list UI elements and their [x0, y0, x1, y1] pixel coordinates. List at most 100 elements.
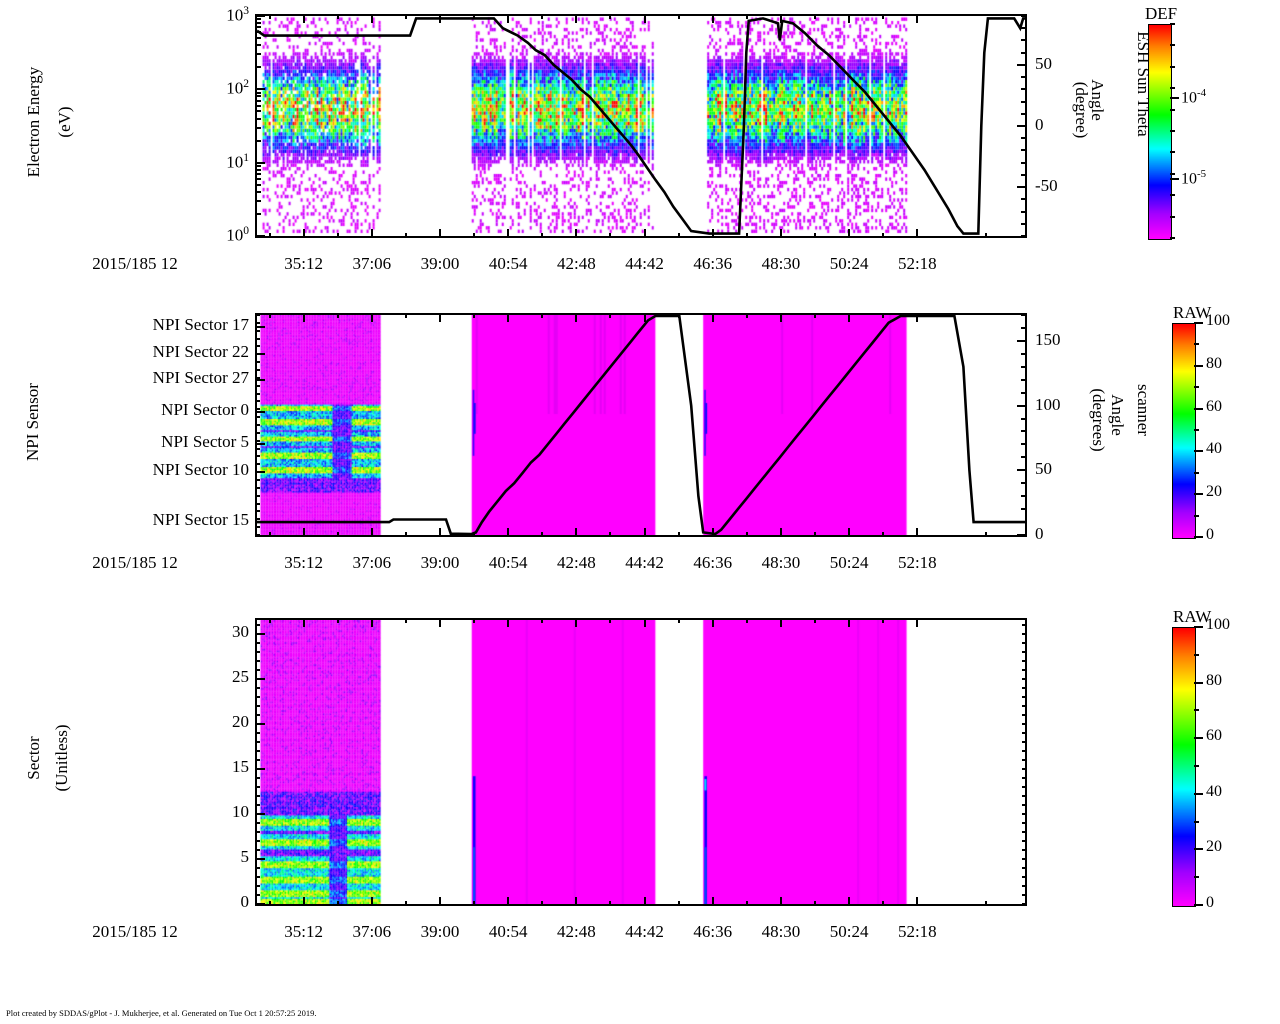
colorbar2-title: RAW — [1173, 303, 1212, 322]
x-axis-date-prefix: 2015/185 12 — [92, 254, 178, 273]
panel1-plot-area — [255, 14, 1027, 238]
panel3-y-tick-label: 10 — [232, 801, 249, 821]
panel2-y-tick-label: NPI Sector 5 — [161, 431, 249, 451]
x-axis-tick-label: 46:36 — [693, 553, 733, 572]
x-axis-tick-label: 50:24 — [829, 553, 869, 572]
panel3-plot-area — [255, 618, 1027, 906]
colorbar2-tick-label: 80 — [1206, 354, 1222, 372]
colorbar2-tick-label: 40 — [1206, 440, 1222, 458]
panel1-y-label: Electron Energy — [24, 66, 43, 178]
x-axis-tick-label: 52:18 — [897, 922, 937, 941]
panel2-y-tick-label: NPI Sector 22 — [152, 341, 249, 361]
panel2-right-tick-label: 0 — [1035, 524, 1044, 543]
x-axis-tick-label: 46:36 — [693, 254, 733, 273]
panel1-y-axis-units: (eV) — [55, 52, 75, 192]
x-axis-tick-label: 52:18 — [897, 553, 937, 572]
x-axis-tick-label: 40:54 — [488, 922, 528, 941]
panel3-y-units-label: (Unitless) — [52, 724, 71, 792]
x-axis-tick-label: 37:06 — [352, 254, 392, 273]
x-axis-tick-label: 35:12 — [284, 922, 323, 941]
panel2-y-tick-label: NPI Sector 17 — [152, 315, 249, 335]
panel1-y-tick-label: 100 — [226, 224, 249, 245]
x-axis-tick-label: 52:18 — [897, 254, 937, 273]
x-axis-tick-label: 44:42 — [625, 553, 664, 572]
colorbar3-tick-label: 20 — [1206, 838, 1222, 856]
panel2-right-ylabel: Angle — [1108, 394, 1127, 436]
panel2-y-tick-label: NPI Sector 0 — [161, 399, 249, 419]
x-axis-tick-label: 42:48 — [557, 922, 596, 941]
colorbar2-tick-label: 20 — [1206, 483, 1222, 501]
panel2-right-tick-label: 150 — [1035, 329, 1061, 349]
panel2-right-title-label: scanner — [1134, 384, 1153, 436]
colorbar3-tick-label: 60 — [1206, 727, 1222, 745]
colorbar1-tick-label: 10-5 — [1181, 168, 1207, 188]
panel3-y-tick-label: 0 — [240, 892, 250, 911]
x-axis-tick-label: 50:24 — [829, 922, 869, 941]
panel1-right-axis-units: (degree) — [1071, 55, 1091, 165]
x-axis-tick-label: 37:06 — [352, 922, 392, 941]
colorbar2-tick-label: 0 — [1206, 526, 1214, 543]
panel3-y-tick-label: 5 — [240, 846, 250, 866]
colorbar1-tick-label: 10-4 — [1181, 86, 1207, 107]
panel2-right-tick-label: 100 — [1035, 394, 1061, 414]
panel3-y-axis-units: (Unitless) — [52, 688, 72, 828]
x-axis-date-prefix: 2015/185 12 — [92, 922, 178, 941]
colorbar3-tick-label: 80 — [1206, 671, 1222, 689]
x-axis-tick-label: 39:00 — [420, 553, 460, 572]
panel1-y-tick-label: 101 — [226, 150, 249, 172]
x-axis-tick-label: 44:42 — [625, 254, 664, 273]
x-axis-tick-label: 46:36 — [693, 922, 733, 941]
colorbar3-gradient — [1172, 627, 1196, 907]
panel2-right-tick-label: 50 — [1035, 459, 1052, 479]
panel1-y-units-label: (eV) — [55, 106, 74, 138]
figure-footer: Plot created by SDDAS/gPlot - J. Mukherj… — [6, 1008, 317, 1018]
panel3-y-tick-label: 30 — [232, 621, 249, 641]
panel1-right-tick-label: 0 — [1035, 115, 1044, 134]
x-axis-tick-label: 50:24 — [829, 254, 869, 273]
colorbar3-title: RAW — [1173, 607, 1212, 626]
panel2-y-tick-label: NPI Sector 15 — [152, 509, 249, 529]
panel2-right-axis-title: Angle — [1107, 355, 1127, 475]
x-axis-tick-label: 39:00 — [420, 254, 460, 273]
panel2-right-title: scanner — [1133, 350, 1153, 470]
panel3-y-tick-label: 25 — [232, 666, 249, 686]
x-axis-date-prefix: 2015/185 12 — [92, 553, 178, 572]
panel2-right-yunits: (degrees) — [1089, 388, 1108, 452]
panel3-y-axis-title: Sector — [24, 688, 44, 828]
x-axis-tick-label: 39:00 — [420, 922, 460, 941]
panel1-y-axis-title: Electron Energy — [24, 52, 44, 192]
panel1-spectrogram — [257, 16, 1025, 236]
x-axis-tick-label: 44:42 — [625, 922, 664, 941]
x-axis-tick-label: 35:12 — [284, 254, 323, 273]
x-axis-tick-label: 42:48 — [557, 254, 596, 273]
x-axis-tick-label: 40:54 — [488, 254, 528, 273]
panel2-plot-area — [255, 313, 1027, 537]
x-axis-tick-label: 42:48 — [557, 553, 596, 572]
x-axis-tick-label: 48:30 — [761, 553, 801, 572]
colorbar2-gradient — [1172, 323, 1196, 539]
panel2-right-axis-units: (degrees) — [1088, 360, 1108, 480]
panel3-spectrogram — [257, 620, 1025, 904]
colorbar1-gradient — [1148, 24, 1172, 240]
panel2-overlay-line — [257, 315, 1025, 535]
panel2-y-tick-label: NPI Sector 27 — [152, 367, 249, 387]
panel3-y-label: Sector — [24, 736, 43, 780]
panel2-y-label: NPI Sensor — [23, 383, 42, 461]
panel1-overlay-line — [257, 17, 1025, 235]
panel1-right-yunits: (degree) — [1072, 81, 1091, 139]
panel3-y-tick-label: 20 — [232, 711, 249, 731]
panel2-y-axis-title: NPI Sensor — [23, 352, 43, 492]
panel1-right-tick-label: -50 — [1035, 176, 1058, 196]
x-axis-tick-label: 48:30 — [761, 254, 801, 273]
colorbar1-title: DEF — [1145, 4, 1178, 23]
panel1-y-tick-label: 103 — [226, 4, 249, 25]
x-axis-tick-label: 40:54 — [488, 553, 528, 572]
panel1-y-tick-label: 102 — [226, 77, 249, 98]
colorbar3-tick-label: 40 — [1206, 782, 1222, 800]
x-axis-tick-label: 35:12 — [284, 553, 323, 572]
panel3-y-tick-label: 15 — [232, 756, 249, 776]
panel2-spectrogram — [257, 315, 1025, 535]
x-axis-tick-label: 37:06 — [352, 553, 392, 572]
panel1-right-tick-label: 50 — [1035, 53, 1052, 73]
